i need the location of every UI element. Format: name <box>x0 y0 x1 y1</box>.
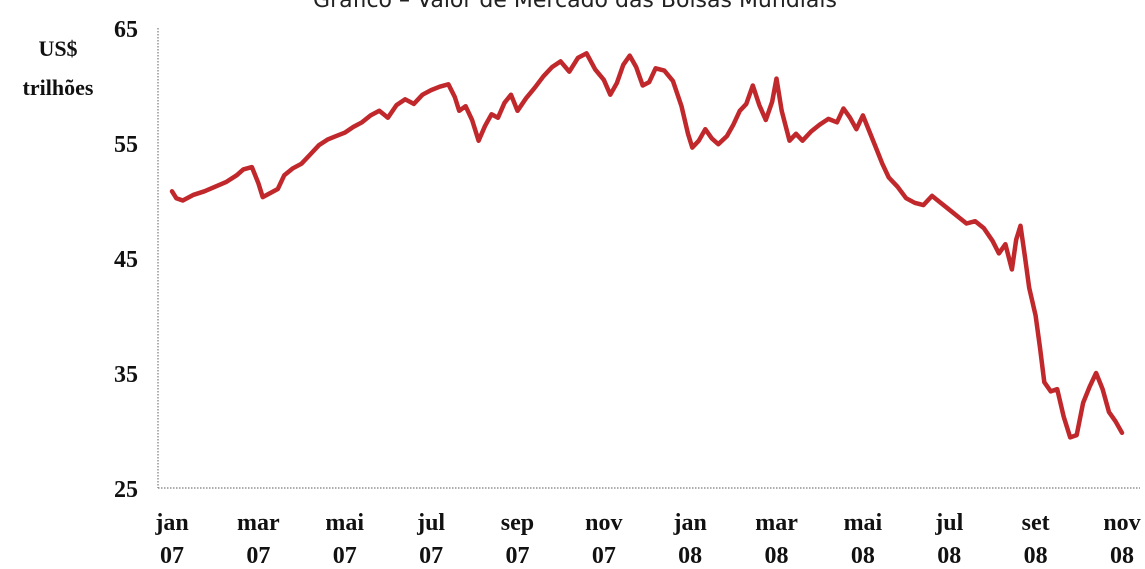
y-tick-label: 25 <box>114 477 138 503</box>
x-tick-label-year: 07 <box>246 543 270 569</box>
series-layer <box>169 51 1125 440</box>
x-tick-label-year: 08 <box>678 543 702 569</box>
x-tick-label-month: nov <box>585 510 622 536</box>
y-tick-label: 65 <box>114 17 138 43</box>
x-tick-label-month: set <box>1022 510 1050 536</box>
x-tick-labels: jan 07 mar 07 mai 07 jul 07 sep 07 nov 07 jan 08 mar 08… <box>154 510 1140 569</box>
y-tick-labels: 25 35 45 55 65 <box>114 17 138 503</box>
y-tick-label: 35 <box>114 362 138 388</box>
y-tick-label: 55 <box>114 132 138 158</box>
x-tick-label-year: 08 <box>851 543 875 569</box>
x-tick-label-month: mai <box>325 510 364 536</box>
series-line <box>169 51 1125 440</box>
y-axis-label-line-1: US$ <box>38 36 77 61</box>
x-tick-label-month: mar <box>755 510 798 536</box>
x-tick-label-month: jan <box>673 510 707 536</box>
y-tick-label: 45 <box>114 247 138 273</box>
x-tick-label-year: 07 <box>160 543 184 569</box>
x-tick-label-month: jan <box>154 510 188 536</box>
x-tick-label-month: nov <box>1103 510 1140 536</box>
x-tick-label-year: 08 <box>1110 543 1134 569</box>
x-tick-label-year: 08 <box>1024 543 1048 569</box>
x-tick-label-month: sep <box>501 510 534 536</box>
x-tick-label-month: jul <box>934 510 963 536</box>
x-tick-label-year: 07 <box>333 543 357 569</box>
x-tick-label-year: 07 <box>419 543 443 569</box>
x-tick-label-year: 07 <box>592 543 616 569</box>
x-tick-label-year: 08 <box>765 543 789 569</box>
x-tick-label-month: mai <box>844 510 883 536</box>
x-tick-label-year: 08 <box>937 543 961 569</box>
x-tick-label-year: 07 <box>505 543 529 569</box>
chart-title: Gráfico – Valor de Mercado das Bolsas Mu… <box>313 0 837 13</box>
x-tick-label-month: mar <box>237 510 280 536</box>
y-axis-label-line-2: trilhões <box>23 75 94 100</box>
x-tick-label-month: jul <box>416 510 445 536</box>
